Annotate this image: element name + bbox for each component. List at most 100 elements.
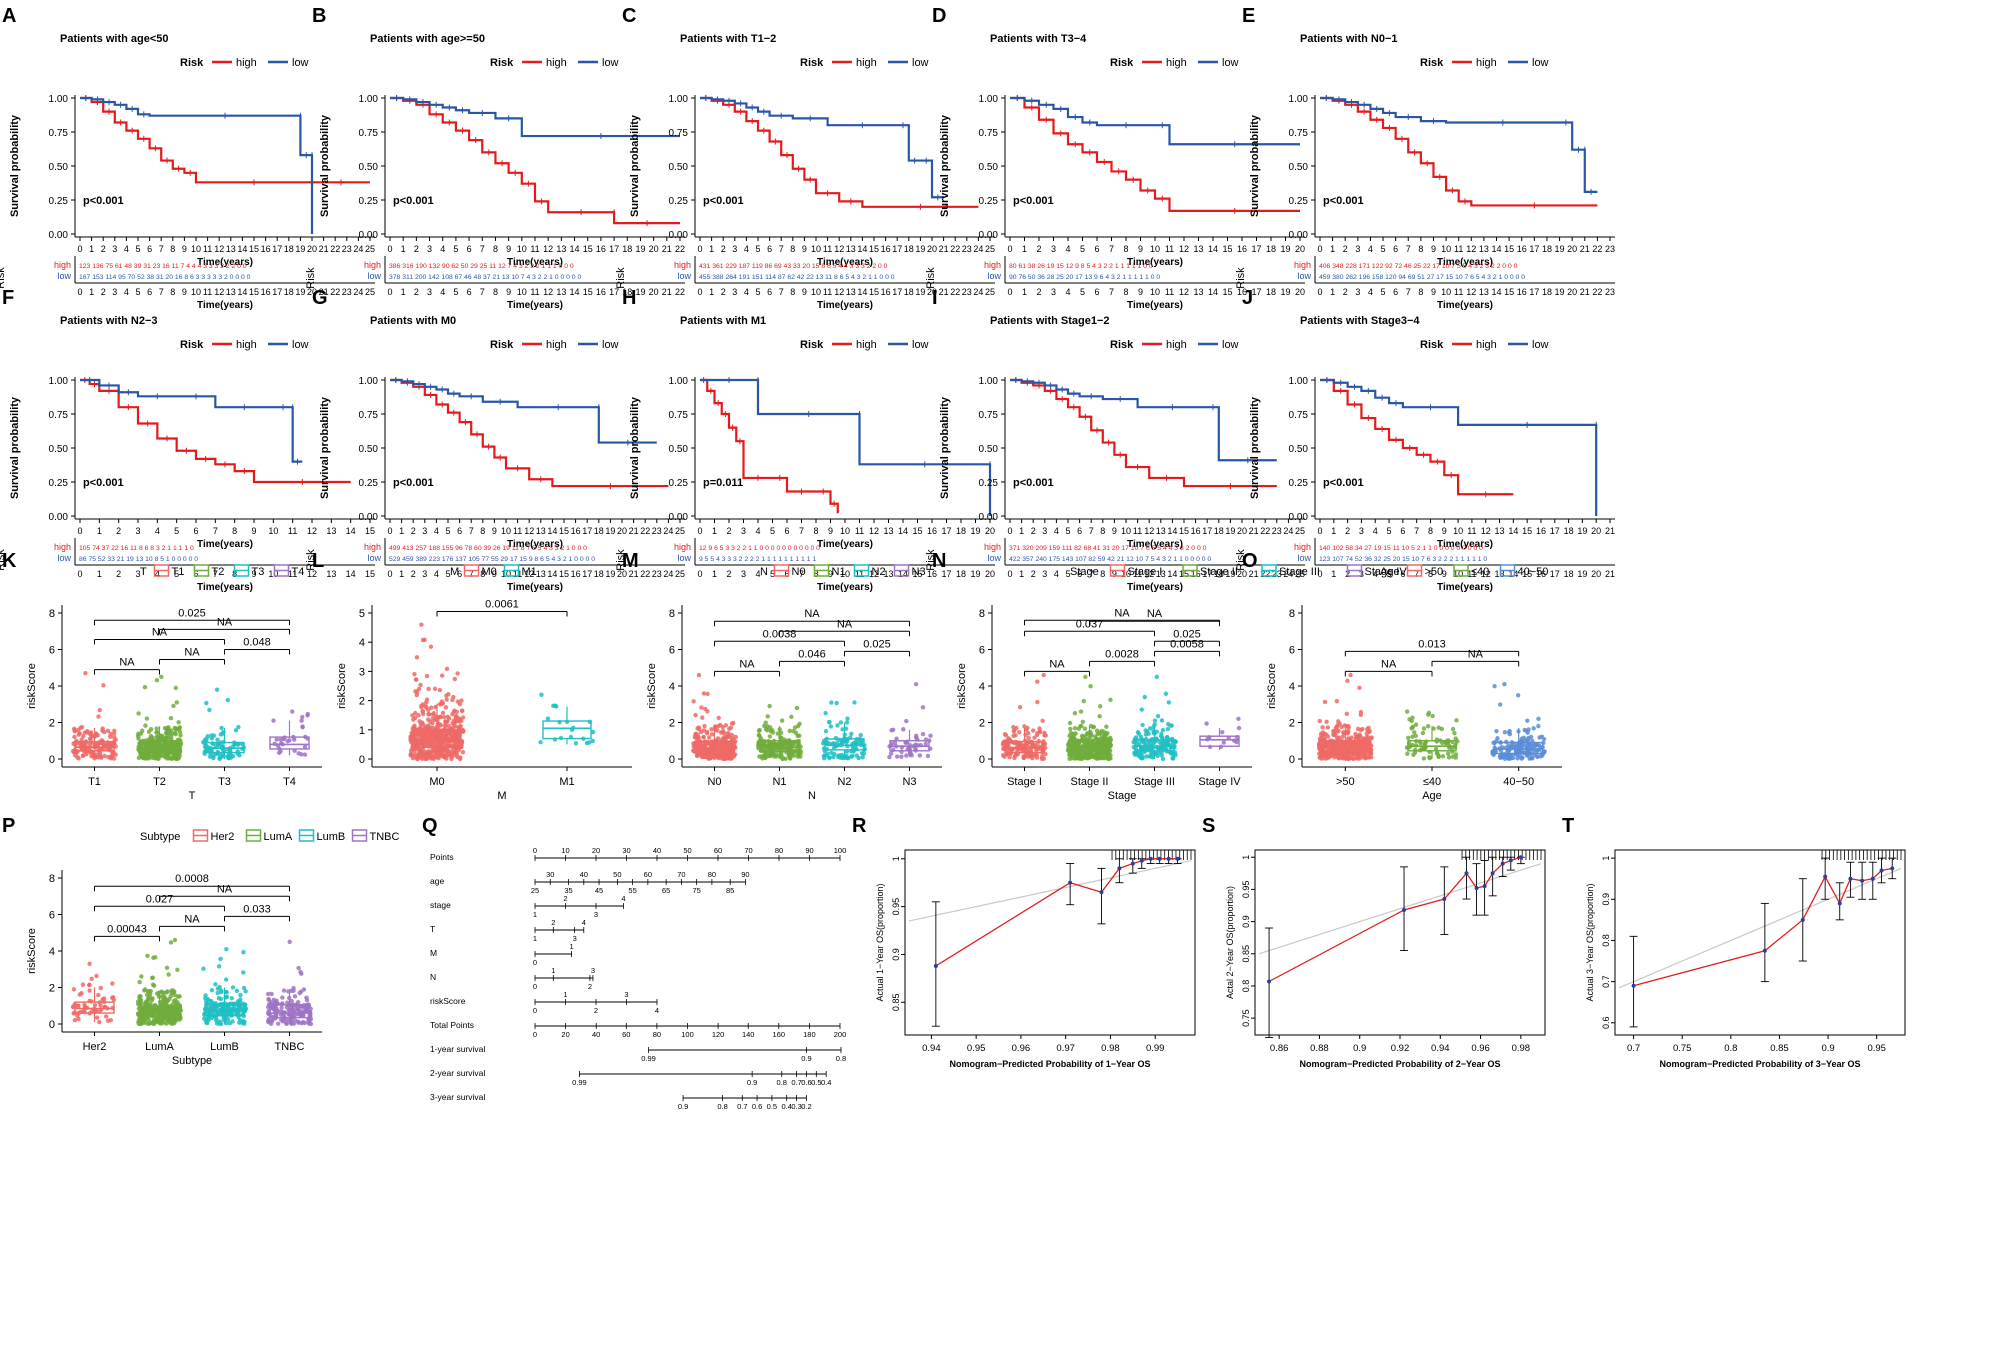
data-point bbox=[1336, 728, 1341, 734]
data-point bbox=[420, 709, 425, 714]
x-tick-label: 6 bbox=[1094, 244, 1099, 254]
data-point bbox=[838, 720, 844, 725]
y-tick-label: 0.25 bbox=[1289, 196, 1309, 207]
x-tick-label: 20 bbox=[927, 244, 937, 254]
data-point bbox=[1357, 734, 1362, 740]
risk-table-tick: 22 bbox=[640, 569, 650, 579]
legend-label: >50 bbox=[1425, 566, 1444, 578]
risk-table-tick: 24 bbox=[663, 569, 673, 579]
data-point bbox=[1071, 735, 1076, 741]
data-point bbox=[430, 720, 435, 726]
data-point bbox=[590, 738, 596, 744]
x-tick-label: 17 bbox=[1202, 526, 1212, 536]
x-tick-label: 23 bbox=[342, 244, 352, 254]
data-point bbox=[416, 686, 422, 692]
x-tick-label: 2 bbox=[1036, 244, 1041, 254]
risk-table-tick: 21 bbox=[939, 287, 949, 297]
data-point bbox=[795, 751, 800, 756]
comparison-pvalue: 0.013 bbox=[1418, 638, 1446, 650]
x-tick-label: >50 bbox=[1336, 776, 1355, 788]
high-risk-curve bbox=[700, 96, 979, 208]
risk-table-title: Risk bbox=[925, 549, 937, 571]
data-point bbox=[175, 727, 181, 732]
x-tick-label: 13 bbox=[1479, 244, 1489, 254]
risk-table-tick: 5 bbox=[770, 569, 775, 579]
legend-low-label: low bbox=[1222, 339, 1239, 351]
data-point bbox=[1140, 722, 1145, 728]
data-point bbox=[1317, 755, 1322, 760]
data-point bbox=[420, 637, 426, 643]
x-tick-label: 15 bbox=[365, 526, 375, 536]
x-axis-label: Time(years) bbox=[817, 539, 873, 550]
panel-letter: F bbox=[2, 287, 14, 309]
x-tick-label: 9 bbox=[1138, 244, 1143, 254]
risk-table-title: Risk bbox=[305, 549, 317, 571]
risk-table-tick: 2 bbox=[1031, 569, 1036, 579]
risk-table-tick: 16 bbox=[1191, 569, 1201, 579]
x-tick-label: 2 bbox=[1343, 244, 1348, 254]
data-point bbox=[1410, 724, 1416, 729]
x-tick-label: 19 bbox=[605, 526, 615, 536]
data-point bbox=[457, 719, 462, 724]
data-point bbox=[1142, 694, 1147, 700]
data-point bbox=[691, 699, 696, 704]
p-value: p<0.001 bbox=[393, 195, 434, 207]
y-tick-label: 6 bbox=[669, 645, 675, 657]
data-point bbox=[96, 992, 101, 998]
y-axis-label: riskScore bbox=[26, 663, 38, 709]
data-point bbox=[1430, 713, 1435, 719]
data-point bbox=[138, 994, 143, 999]
data-point bbox=[696, 726, 702, 732]
x-tick-label: 21 bbox=[1249, 526, 1259, 536]
data-point bbox=[1322, 699, 1328, 705]
data-point bbox=[439, 699, 445, 704]
data-point bbox=[168, 940, 174, 945]
data-point bbox=[844, 720, 850, 725]
x-tick-label: Her2 bbox=[83, 1041, 107, 1053]
data-point bbox=[408, 734, 414, 739]
risk-table-xlabel: Time(years) bbox=[197, 582, 253, 593]
y-axis-label: Survival probability bbox=[939, 114, 951, 217]
risk-table-tick: 4 bbox=[440, 287, 445, 297]
x-tick-label: 8 bbox=[1418, 244, 1423, 254]
risk-table-tick: 3 bbox=[422, 569, 427, 579]
panel-letter: N bbox=[932, 550, 946, 572]
data-point bbox=[413, 710, 418, 716]
data-point bbox=[1035, 679, 1040, 684]
x-tick-label: 21 bbox=[939, 244, 949, 254]
risk-row-low-label: low bbox=[367, 271, 381, 281]
data-point bbox=[701, 728, 707, 733]
data-point bbox=[450, 711, 455, 717]
box-panel-K: K T T1 T2 T3 T4 riskScore 0 2 4 6 8 T1 T2 T3 T4 T NA NA 0.0… bbox=[2, 550, 322, 802]
risk-row-low: 378 311 200 142 108 67 46 48 37 21 13 10… bbox=[389, 274, 581, 281]
x-tick-label: 0 bbox=[387, 526, 392, 536]
risk-table-tick: 18 bbox=[1542, 287, 1552, 297]
risk-table-tick: 6 bbox=[1077, 569, 1082, 579]
x-tick-label: 21 bbox=[662, 244, 672, 254]
y-tick-label: 8 bbox=[1289, 608, 1295, 620]
data-point bbox=[1067, 752, 1072, 758]
risk-table-xlabel: Time(years) bbox=[507, 300, 563, 311]
legend-title: Risk bbox=[1420, 57, 1444, 69]
data-point bbox=[80, 753, 86, 758]
data-point bbox=[1534, 742, 1540, 748]
x-tick-label: 10 bbox=[191, 244, 201, 254]
data-point bbox=[1541, 736, 1547, 742]
data-point bbox=[102, 753, 107, 759]
data-point bbox=[904, 753, 909, 758]
data-point bbox=[142, 988, 147, 993]
legend-title: Subtype bbox=[140, 831, 180, 843]
risk-row-high: 105 74 37 22 16 11 8 6 8 3 2 1 1 1 1 0 bbox=[79, 545, 194, 552]
y-tick-label: 3 bbox=[359, 666, 365, 678]
x-tick-label: 7 bbox=[1089, 526, 1094, 536]
x-tick-label: 15 bbox=[912, 526, 922, 536]
data-point bbox=[829, 750, 834, 756]
x-tick-label: 12 bbox=[214, 244, 224, 254]
x-tick-label: 25 bbox=[365, 244, 375, 254]
legend-high-label: high bbox=[1476, 57, 1497, 69]
data-point bbox=[1108, 756, 1113, 761]
data-point bbox=[450, 721, 455, 726]
data-point bbox=[1502, 729, 1508, 735]
data-point bbox=[699, 743, 705, 749]
data-point bbox=[701, 691, 707, 696]
